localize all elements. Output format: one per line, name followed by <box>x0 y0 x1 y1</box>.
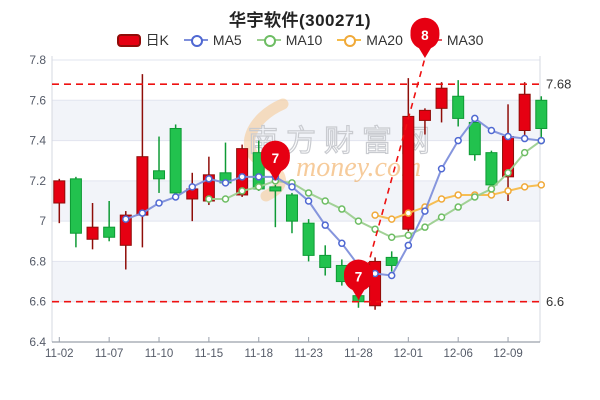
y-axis-label: 7.6 <box>29 93 46 107</box>
candle-body <box>485 152 498 186</box>
x-axis-label: 11-10 <box>145 348 174 360</box>
candle-body <box>369 260 382 307</box>
candle-body <box>103 226 116 238</box>
trend-dashed-line <box>357 57 426 300</box>
candle-body <box>285 194 298 222</box>
candle-body <box>119 214 132 246</box>
ref-line-label: 7.68 <box>546 77 571 92</box>
x-axis-label: 12-09 <box>493 348 522 360</box>
y-axis-label: 7.8 <box>29 53 46 67</box>
marker-balloon-7: 7 <box>343 259 373 300</box>
dayk-legend-label: 日K <box>145 32 169 48</box>
candle-body <box>435 87 448 109</box>
ref-line-label: 6.6 <box>546 294 564 309</box>
ma20-legend-label: MA20 <box>366 32 403 48</box>
y-axis-labels: 7.8 7.6 7.4 7.2 7 6.8 6.6 6.4 <box>29 53 46 349</box>
candle-body <box>86 226 99 240</box>
y-axis-label: 6.8 <box>29 254 46 268</box>
candle-body <box>169 127 182 194</box>
ma20-legend-icon <box>337 34 362 47</box>
ma5-legend-label: MA5 <box>212 32 242 48</box>
ma5-line <box>122 114 546 280</box>
ma20-line <box>371 181 546 223</box>
reference-lines: 7.68 6.6 <box>52 77 571 309</box>
x-axis-label: 11-28 <box>344 348 373 360</box>
legend-item-ma10[interactable]: MA10 <box>256 32 323 48</box>
gridlines <box>52 59 540 343</box>
candle-body <box>502 136 515 178</box>
candle-body <box>269 186 282 192</box>
candle-body <box>402 115 415 230</box>
legend-item-ma30[interactable]: MA30 <box>417 32 484 48</box>
x-axis-label: 11-02 <box>45 348 74 360</box>
marker-balloon-label: 7 <box>272 151 280 166</box>
x-axis-label: 12-01 <box>394 348 423 360</box>
ma5-legend-icon <box>183 34 208 47</box>
watermark-swoosh-icon <box>244 98 289 202</box>
ma10-line <box>205 136 546 242</box>
ma30-legend-icon <box>417 34 442 47</box>
y-axis-label: 6.6 <box>29 295 46 309</box>
marker-balloon-label: 7 <box>355 270 363 285</box>
candle-body <box>69 178 82 234</box>
candle-body <box>53 180 66 204</box>
chart-legend: 日K MA5 MA10 MA20 MA30 <box>0 30 600 50</box>
candle-body <box>252 152 265 190</box>
chart-title: 华宇软件(300271) <box>228 11 372 30</box>
candle-body <box>352 295 365 303</box>
ma10-legend-label: MA10 <box>285 32 323 48</box>
candle-body <box>518 93 531 131</box>
candle-body <box>219 172 232 184</box>
candle-body <box>535 99 548 129</box>
candle-body <box>418 109 431 121</box>
marker-balloon-7: 7 <box>260 140 290 181</box>
marker-balloons: 778 <box>260 17 440 300</box>
x-axis-label: 12-06 <box>443 348 472 360</box>
trend-line <box>357 57 426 300</box>
candle-body <box>302 222 315 256</box>
y-axis-label: 7.2 <box>29 174 46 188</box>
x-axis-label: 11-07 <box>95 348 124 360</box>
y-axis-label: 6.4 <box>29 335 46 349</box>
watermark-cn-text: 南方财富网 <box>248 125 438 158</box>
y-axis-label: 7.4 <box>29 134 46 148</box>
watermark-en-text: money.com <box>296 152 421 183</box>
legend-item-dayk[interactable]: 日K <box>116 30 169 50</box>
x-axis-label: 11-15 <box>195 348 224 360</box>
axes <box>51 56 541 343</box>
y-axis-label: 7 <box>39 214 46 228</box>
candle-body <box>236 148 249 196</box>
candle-body <box>153 170 166 180</box>
candle-body <box>186 188 199 200</box>
candle-body <box>319 254 332 268</box>
x-axis-label: 11-18 <box>244 348 273 360</box>
candle-body <box>202 174 215 202</box>
candle-body <box>385 256 398 266</box>
legend-item-ma5[interactable]: MA5 <box>183 32 242 48</box>
x-axis-labels: 11-02 11-07 11-10 11-15 11-18 11-23 11-28 12-01… <box>45 337 523 360</box>
candlestick-series <box>53 74 548 310</box>
ma10-legend-icon <box>256 34 281 47</box>
candle-body <box>468 121 481 156</box>
ma30-legend-label: MA30 <box>446 32 484 48</box>
legend-item-ma20[interactable]: MA20 <box>337 32 403 48</box>
x-axis-label: 11-23 <box>294 348 323 360</box>
dayk-legend-icon <box>116 33 141 47</box>
background-bands <box>52 100 540 302</box>
candle-body <box>136 156 149 216</box>
candle-body <box>335 264 348 283</box>
candle-body <box>452 95 465 119</box>
